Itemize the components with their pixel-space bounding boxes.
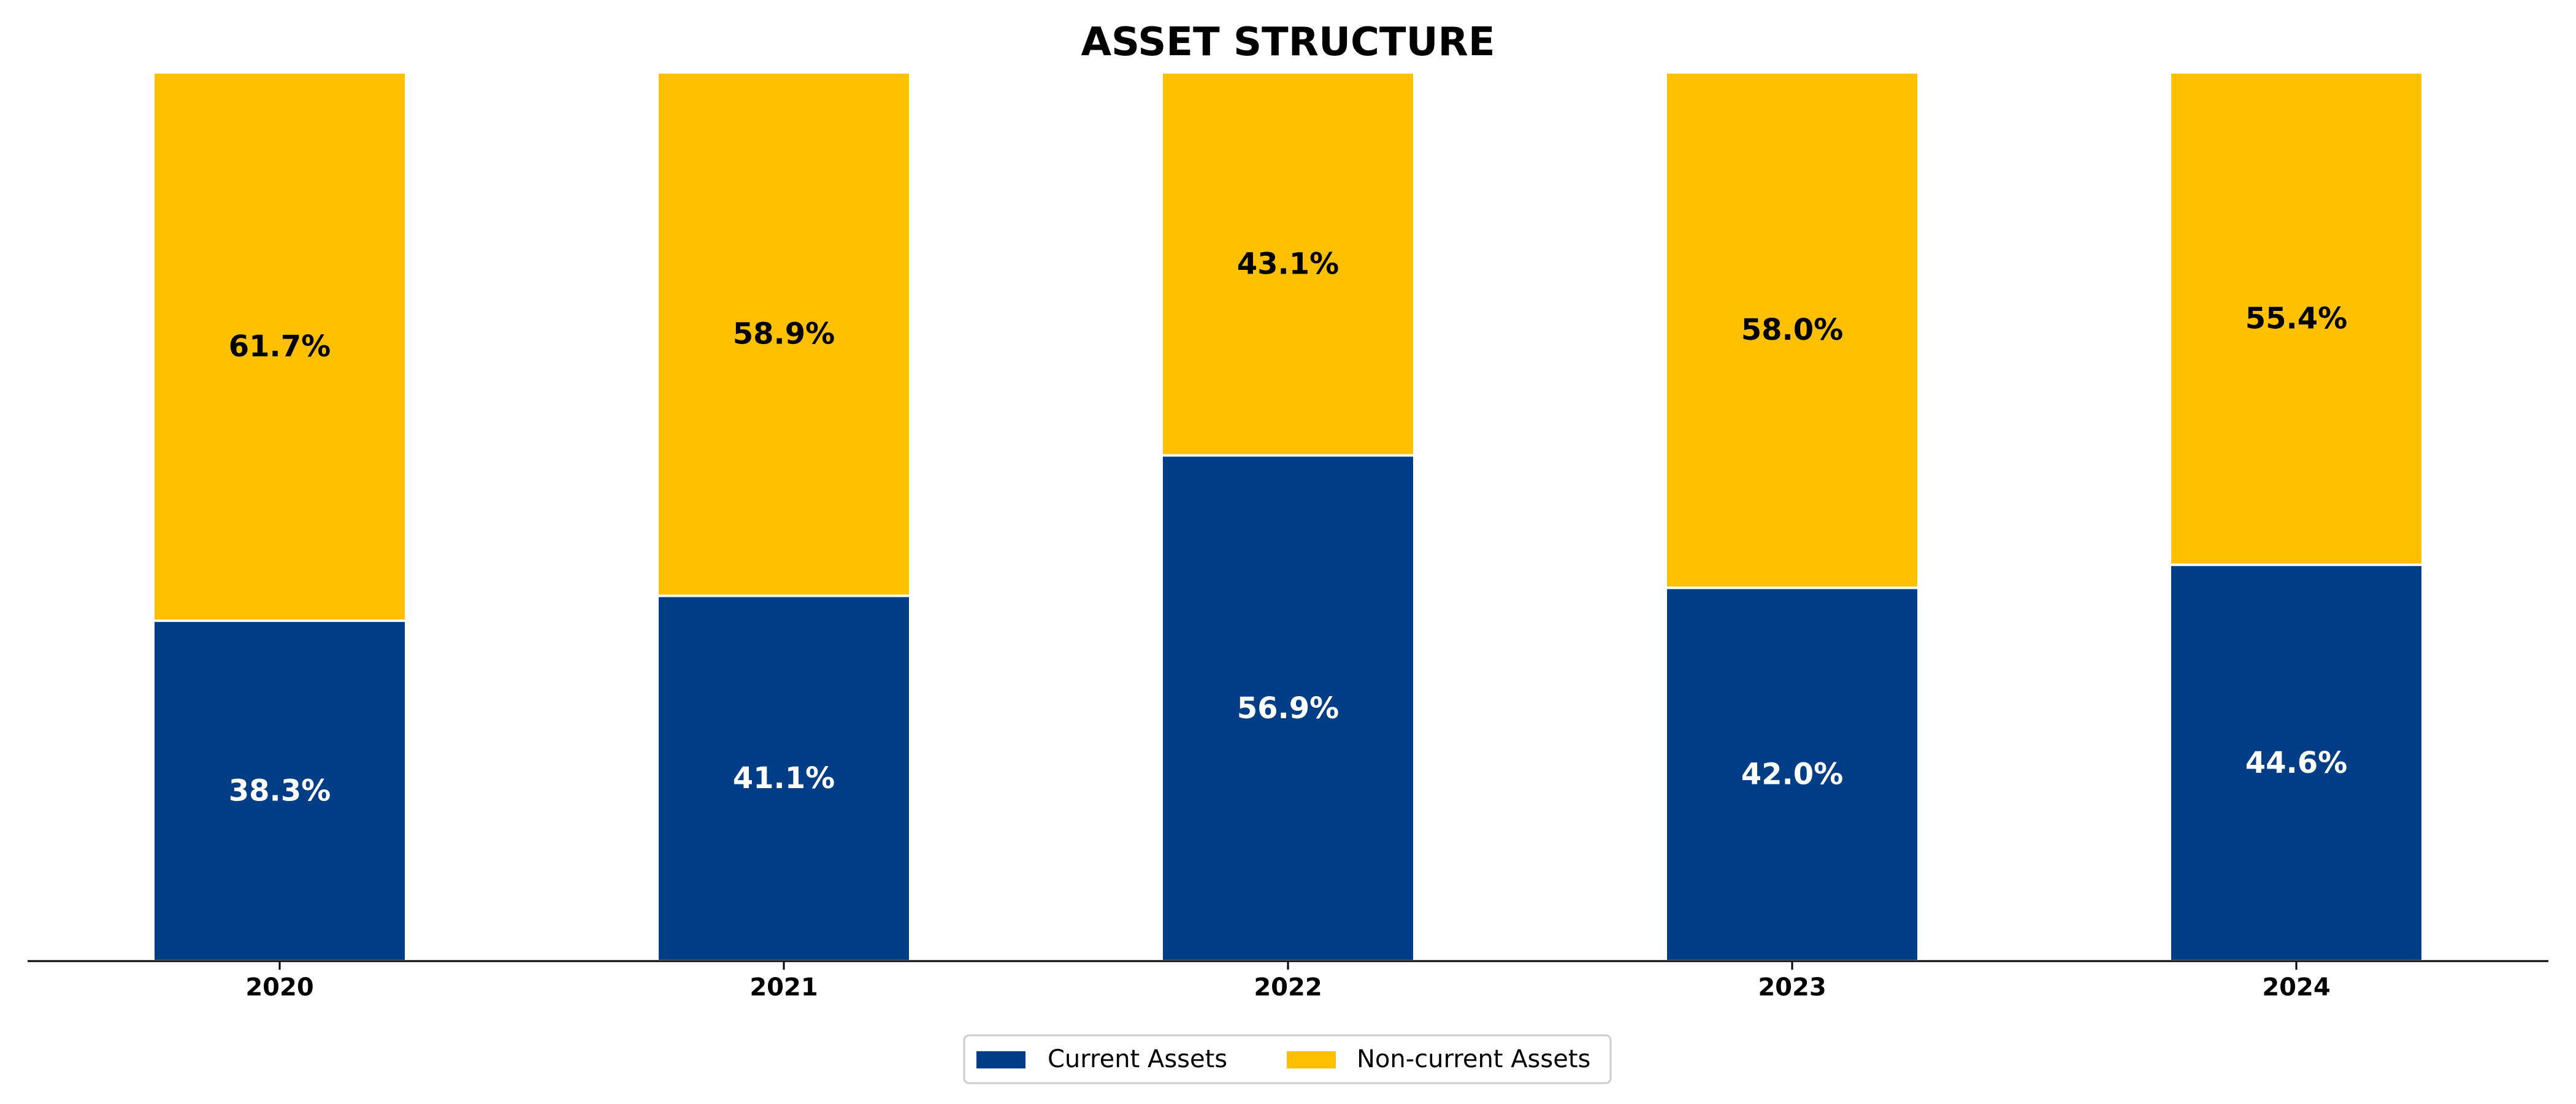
- legend-swatch-non-current-assets: [1287, 1051, 1336, 1068]
- data-label-non-current-assets-2021: 58.9%: [733, 317, 835, 351]
- legend: Current Assets Non-current Assets: [963, 1034, 1612, 1084]
- data-label-current-assets-2022: 56.9%: [1237, 691, 1340, 726]
- x-tick-label-2021: 2021: [749, 973, 818, 1002]
- bars-layer: 38.3% 61.7% 41.1% 58.9% 56.9% 43.1% 42.0% 58.0%…: [152, 71, 2424, 962]
- x-tick-label-2022: 2022: [1254, 973, 1322, 1002]
- data-label-current-assets-2023: 42.0%: [1741, 757, 1844, 792]
- data-label-current-assets-2021: 41.1%: [733, 761, 835, 795]
- data-label-non-current-assets-2022: 43.1%: [1237, 247, 1340, 281]
- bar-non-current-assets-2024: [2169, 71, 2424, 566]
- bar-non-current-assets-2022: [1160, 71, 1416, 457]
- legend-label-current-assets: Current Assets: [1048, 1045, 1227, 1073]
- data-label-non-current-assets-2020: 61.7%: [229, 329, 331, 364]
- legend-label-non-current-assets: Non-current Assets: [1357, 1045, 1590, 1073]
- data-label-non-current-assets-2023: 58.0%: [1741, 313, 1844, 347]
- data-label-current-assets-2020: 38.3%: [229, 774, 331, 808]
- x-tick-label-2023: 2023: [1758, 973, 1826, 1002]
- x-tick-label-2020: 2020: [245, 973, 313, 1002]
- data-label-non-current-assets-2024: 55.4%: [2245, 301, 2348, 335]
- bar-non-current-assets-2020: [152, 71, 407, 623]
- data-label-current-assets-2024: 44.6%: [2245, 746, 2348, 780]
- bar-non-current-assets-2023: [1665, 71, 1920, 589]
- legend-swatch-current-assets: [976, 1051, 1025, 1068]
- bar-current-assets-2022: [1160, 454, 1416, 962]
- x-tick-label-2024: 2024: [2262, 973, 2330, 1002]
- bar-current-assets-2020: [152, 619, 407, 962]
- chart-title: ASSET STRUCTURE: [1081, 20, 1495, 65]
- x-axis-ticks: 2020 2021 2022 2023 2024: [245, 961, 2331, 1002]
- bar-non-current-assets-2021: [656, 71, 911, 597]
